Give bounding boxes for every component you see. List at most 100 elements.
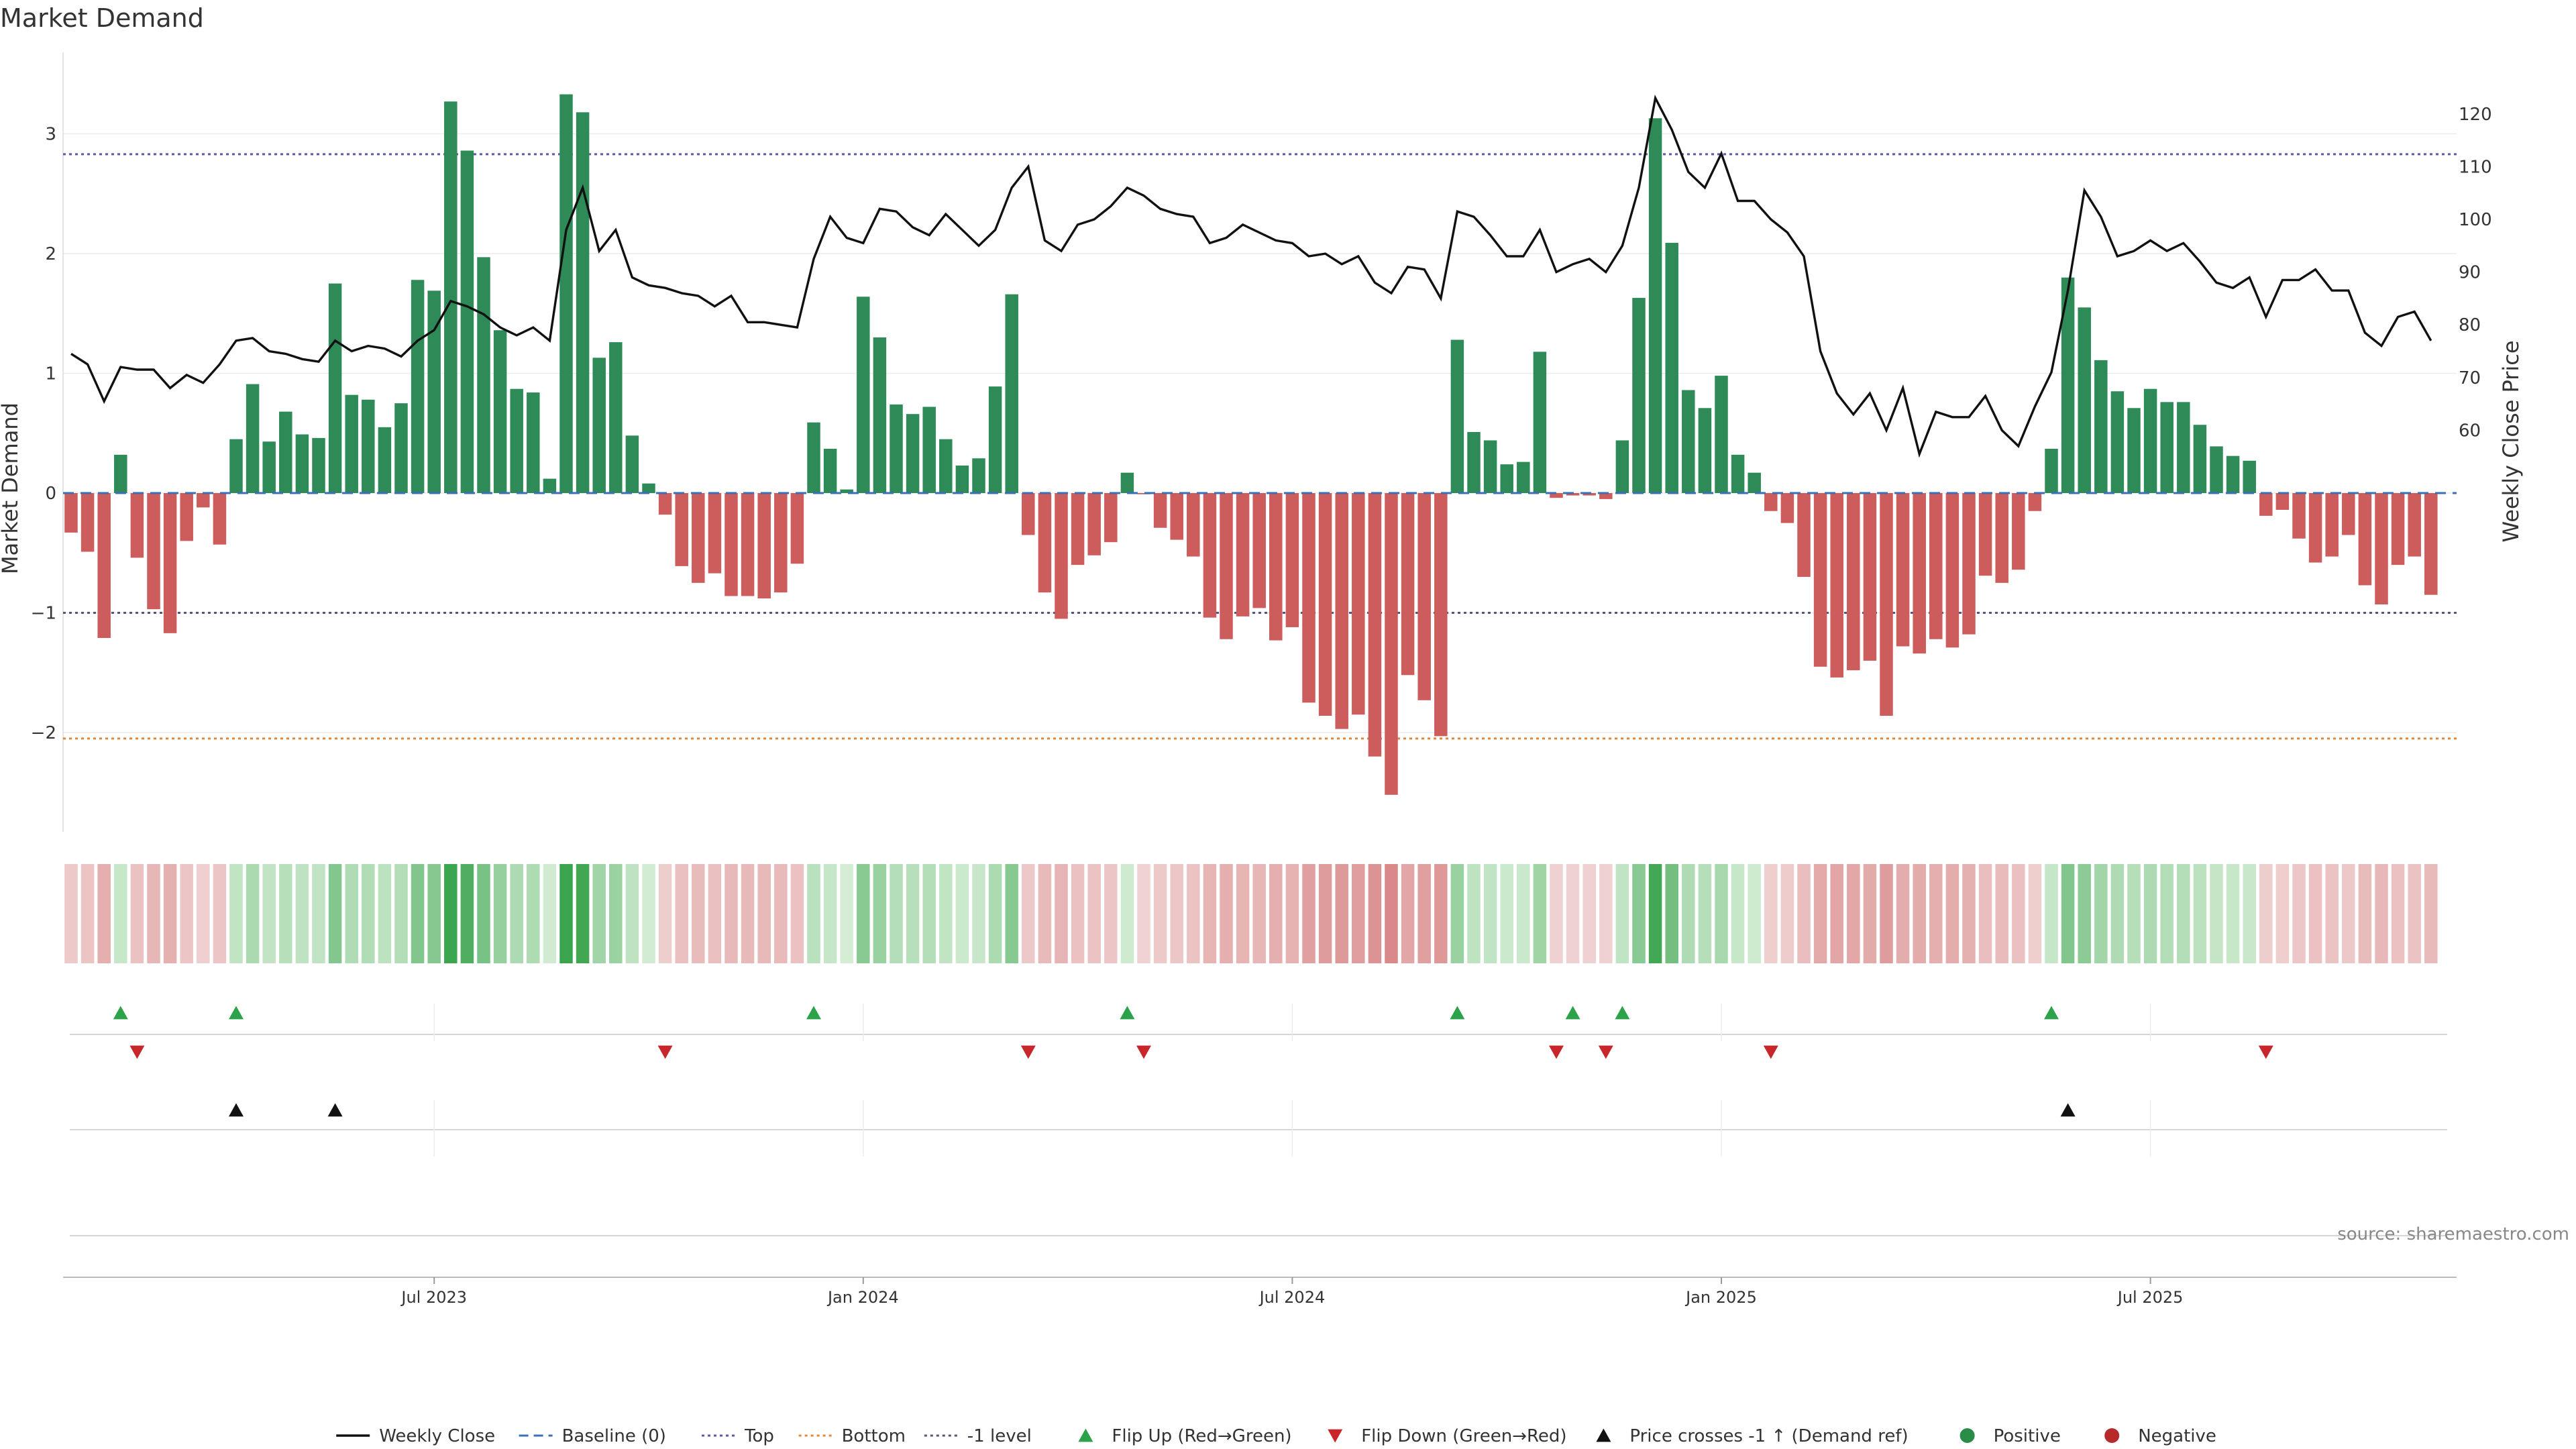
heat-cell (890, 864, 903, 963)
demand-bar (2177, 402, 2190, 493)
heat-cell (97, 864, 111, 963)
demand-bar (262, 441, 276, 493)
heat-cell (1236, 864, 1250, 963)
heat-cell (988, 864, 1002, 963)
demand-bar (2012, 493, 2025, 570)
demand-bar (1880, 493, 1893, 716)
heat-cell (80, 864, 95, 963)
demand-bar (2127, 408, 2141, 493)
demand-bar (1220, 493, 1233, 639)
heat-cell (1285, 864, 1299, 963)
demand-bar (741, 493, 755, 596)
heat-cell (279, 864, 292, 963)
demand-bar (114, 454, 127, 493)
demand-bar (922, 407, 936, 493)
heat-cell (1995, 864, 2008, 963)
flip-up-marker (2044, 1006, 2059, 1020)
demand-bar (1517, 462, 1530, 493)
demand-bar (1187, 493, 1200, 557)
demand-bar (1615, 440, 1629, 493)
heat-cell (1615, 864, 1629, 963)
legend-label: Positive (1994, 1426, 2061, 1446)
heat-cell (2127, 864, 2141, 963)
demand-bar (1022, 493, 1035, 535)
heat-cell (1582, 864, 1596, 963)
demand-bar (1104, 493, 1118, 543)
demand-bar (2292, 493, 2306, 539)
heat-cell (378, 864, 392, 963)
demand-bar (229, 439, 243, 493)
heat-cell (130, 864, 144, 963)
heat-cell (1071, 864, 1085, 963)
heat-cell (2308, 864, 2322, 963)
demand-bar (1385, 493, 1398, 795)
heat-cell (197, 864, 210, 963)
legend-item: Flip Up (Red→Green) (1078, 1426, 1292, 1446)
flip-down-marker (657, 1045, 673, 1059)
heat-cell (493, 864, 507, 963)
demand-bar (1945, 493, 1960, 648)
right-tick-label: 120 (2459, 105, 2492, 125)
heat-cell (2045, 864, 2058, 963)
demand-bar (906, 414, 920, 493)
left-tick-label: 0 (45, 484, 56, 504)
demand-bar (477, 257, 490, 493)
heat-cell (1599, 864, 1613, 963)
demand-bar (394, 403, 408, 493)
demand-bar (1120, 472, 1134, 493)
demand-bar (2325, 493, 2339, 557)
heat-cell (2358, 864, 2372, 963)
demand-bar (692, 493, 705, 583)
demand-bar (2424, 493, 2438, 595)
heat-cell (1302, 864, 1316, 963)
heat-cell (427, 864, 441, 963)
right-tick-label: 60 (2459, 421, 2481, 441)
heat-cell (1830, 864, 1843, 963)
legend-item: Positive (1960, 1426, 2061, 1446)
heat-cell (1648, 864, 1662, 963)
legend-label: Bottom (842, 1426, 906, 1446)
heat-cell (658, 864, 672, 963)
demand-bar (1533, 352, 1547, 493)
demand-bar (724, 493, 738, 596)
demand-bar (1087, 493, 1101, 555)
demand-bar (1731, 454, 1745, 493)
demand-bar (510, 388, 523, 493)
heat-cell (2028, 864, 2042, 963)
demand-bar (2028, 493, 2042, 511)
legend-item: Negative (2104, 1426, 2216, 1446)
demand-bar (197, 493, 210, 508)
flip-down-marker (129, 1045, 145, 1059)
heat-cell (1533, 864, 1547, 963)
heat-cell (460, 864, 474, 963)
demand-bar (1483, 440, 1497, 493)
demand-bar (2094, 360, 2108, 493)
demand-bar (1236, 493, 1250, 616)
demand-bar (988, 386, 1002, 493)
heat-cell (2110, 864, 2125, 963)
demand-bar (1153, 493, 1167, 528)
demand-bar (1715, 376, 1728, 493)
heat-cell (477, 864, 490, 963)
price-cross-marker (327, 1103, 343, 1117)
heat-cell (1087, 864, 1101, 963)
demand-bar (807, 422, 820, 493)
heat-cell (295, 864, 309, 963)
heat-cell (1945, 864, 1960, 963)
demand-bar (1269, 493, 1283, 641)
legend-item: Price crosses -1 ↑ (Demand ref) (1596, 1426, 1909, 1446)
demand-bar (939, 439, 953, 493)
heat-cell (708, 864, 722, 963)
heat-cell (1780, 864, 1794, 963)
demand-bar (2243, 460, 2256, 493)
heat-cell (840, 864, 853, 963)
legend-item: Bottom (798, 1426, 906, 1446)
demand-bar (1995, 493, 2008, 583)
demand-bar (1764, 493, 1778, 511)
heat-cell (1682, 864, 1695, 963)
demand-bar (80, 493, 95, 552)
heat-cell (1401, 864, 1415, 963)
heat-cell (1318, 864, 1332, 963)
demand-bar (1368, 493, 1382, 757)
demand-bar (1978, 493, 1992, 576)
